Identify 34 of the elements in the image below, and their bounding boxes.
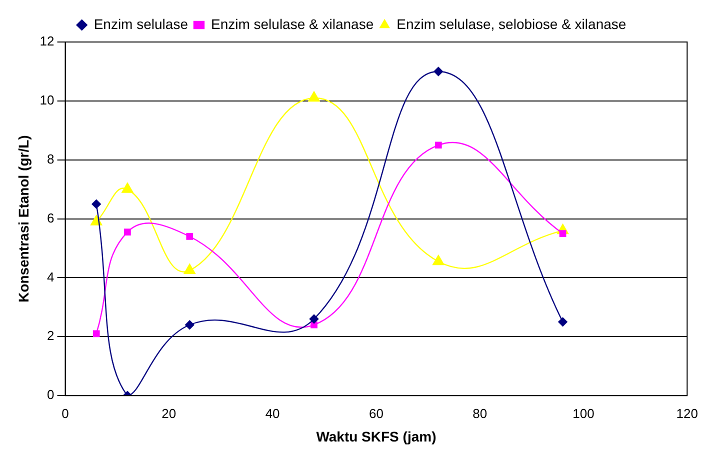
point [434,66,443,76]
y-tick-label: 0 [47,387,54,402]
point [186,233,194,240]
y-axis-title: Konsentrasi Etanol (gr/L) [15,135,32,302]
x-tick-label: 100 [572,406,594,421]
point [122,182,134,193]
x-tick-label: 60 [368,406,384,421]
x-axis-title: Waktu SKFS (jam) [316,428,436,444]
y-tick-label: 10 [40,92,54,108]
point [124,228,131,236]
legend-label: Enzim selulase, selobiose & xilanase [396,16,626,32]
y-tick-label: 4 [47,269,54,284]
y-tick-label: 12 [40,34,54,49]
y-tick-label: 8 [47,151,54,166]
point [558,317,568,327]
x-tick-label: 20 [162,406,176,421]
point [185,320,194,330]
x-tick-label: 120 [676,406,698,421]
point [309,314,319,324]
legend-label: Enzim selulase & xilanase [210,16,374,32]
x-tick-label: 40 [265,406,280,421]
x-tick-label: 0 [62,406,69,421]
point [559,230,566,237]
y-tick-label: 6 [47,210,54,226]
point [92,199,101,209]
point [432,254,444,266]
y-tick-label: 2 [47,328,54,344]
x-tick-label: 80 [472,406,488,421]
point [184,264,196,274]
point [308,91,320,102]
point [310,321,318,328]
point [92,330,100,338]
legend-label: Enzim selulase [94,16,188,32]
point [434,142,442,149]
